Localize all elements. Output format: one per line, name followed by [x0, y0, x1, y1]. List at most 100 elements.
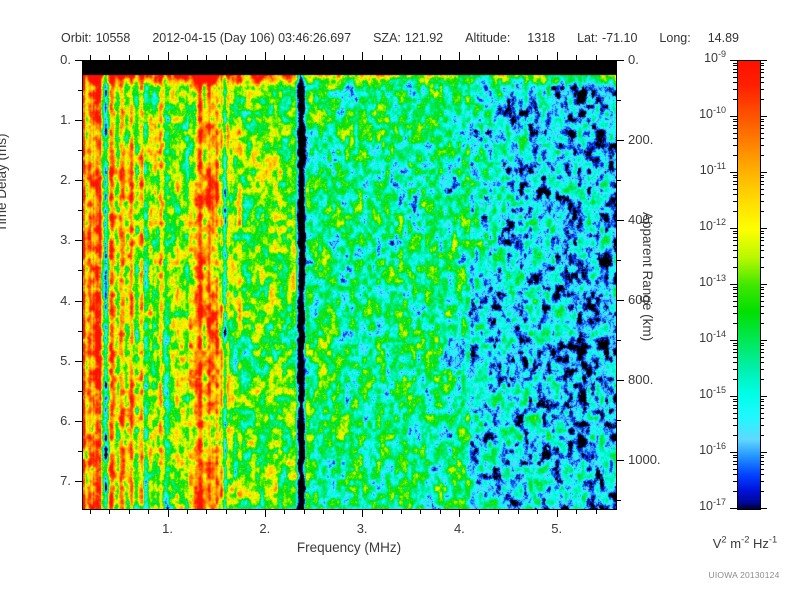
colorbar-tick-mark: [760, 228, 767, 229]
colorbar-tick-mark: [733, 145, 737, 147]
axis-tick-mark: [109, 55, 111, 60]
unit-exp-m: -2: [741, 534, 750, 545]
colorbar-tick-mark: [733, 454, 737, 456]
colorbar-tick-mark: [733, 379, 737, 381]
y-left-tick-label: 1.: [60, 112, 71, 128]
latitude-field: Lat: -71.10: [577, 31, 637, 45]
colorbar-tick-mark: [730, 60, 737, 61]
colorbar-tick-mark: [730, 340, 737, 341]
y-right-tick-label: 800.: [628, 372, 654, 387]
axis-tick-mark: [167, 52, 169, 60]
colorbar-tick-mark: [733, 464, 737, 466]
colorbar-tick-mark: [760, 116, 767, 117]
colorbar-tick-mark: [733, 244, 737, 246]
colorbar-tick-mark: [760, 435, 764, 437]
colorbar-tick-mark: [760, 211, 764, 213]
colorbar-tick-mark: [733, 118, 737, 120]
colorbar-tick-mark: [733, 128, 737, 130]
y-left-tick-label: 2.: [60, 172, 71, 188]
colorbar-tick-mark: [733, 289, 737, 291]
colorbar-tick-mark: [760, 418, 764, 420]
colorbar-tick-mark: [760, 89, 764, 91]
colorbar-exponent: -10: [712, 104, 726, 115]
colorbar-tick-mark: [733, 250, 737, 252]
x-tick-label: 5.: [551, 521, 563, 536]
colorbar-tick-label: 10-14: [0, 329, 726, 345]
x-tick-label: 3.: [356, 521, 368, 536]
colorbar-tick-label: 10-10: [0, 104, 726, 121]
colorbar-tick-mark: [760, 124, 764, 126]
axis-tick-mark: [148, 55, 150, 60]
axis-tick-mark: [616, 60, 624, 61]
colorbar-exponent: -12: [712, 216, 726, 227]
colorbar-tick-label: 10-12: [0, 216, 726, 233]
colorbar-exponent: -16: [712, 440, 726, 451]
y-right-tick-label: 200.: [628, 132, 654, 147]
axis-tick-mark: [75, 480, 82, 482]
colorbar-tick-mark: [760, 379, 764, 381]
longitude-field: Long: 14.89: [659, 31, 739, 45]
colorbar-tick-mark: [733, 177, 737, 179]
axis-tick-mark: [616, 140, 624, 141]
colorbar-tick-mark: [760, 145, 764, 147]
colorbar-tick-mark: [760, 118, 764, 120]
colorbar-tick-mark: [760, 356, 764, 358]
colorbar-tick-mark: [733, 292, 737, 294]
colorbar-tick-mark: [733, 174, 737, 176]
spectrogram-plot-area: [82, 60, 617, 510]
colorbar-tick-mark: [760, 128, 764, 130]
colorbar-tick-mark: [733, 184, 737, 186]
x-tick-label: 2.: [259, 521, 271, 536]
colorbar-tick-mark: [760, 412, 764, 414]
y-right-tick-label: 0.: [628, 52, 639, 67]
colorbar-tick-mark: [760, 233, 764, 235]
axis-tick-mark: [75, 420, 82, 422]
axis-tick-mark: [478, 509, 480, 514]
unit-exp-v: 2: [721, 534, 727, 545]
axis-tick-mark: [401, 509, 403, 514]
colorbar-tick-mark: [733, 230, 737, 232]
colorbar-tick-mark: [733, 121, 737, 123]
colorbar-tick-label: 10-9: [0, 49, 726, 65]
colorbar-tick-mark: [760, 188, 764, 190]
axis-tick-mark: [225, 55, 227, 60]
colorbar-tick-mark: [733, 401, 737, 403]
axis-tick-mark: [75, 120, 82, 122]
colorbar-tick-mark: [733, 296, 737, 298]
unit-exp-hz: -1: [768, 534, 778, 545]
unit-base-hz: Hz: [753, 536, 769, 551]
colorbar-tick-mark: [760, 72, 764, 74]
axis-tick-mark: [556, 52, 558, 60]
axis-tick-mark: [245, 55, 247, 60]
x-tick-label: 4.: [453, 521, 465, 536]
y-left-tick-label: 4.: [60, 292, 71, 308]
axis-tick-mark: [128, 509, 130, 514]
axis-tick-mark: [284, 509, 286, 514]
colorbar-tick-mark: [733, 323, 737, 325]
axis-tick-mark: [206, 509, 208, 514]
colorbar-tick-mark: [760, 398, 764, 400]
colorbar-mantissa: 10: [699, 275, 713, 289]
axis-tick-mark: [303, 509, 305, 514]
colorbar-tick-mark: [733, 257, 737, 259]
colorbar-tick-mark: [733, 412, 737, 414]
colorbar-tick-mark: [730, 284, 737, 285]
y-axis-left-title: Time Delay (ms): [0, 133, 9, 232]
colorbar-tick-mark: [733, 408, 737, 410]
colorbar-tick-mark: [733, 82, 737, 84]
datetime-value: 2012-04-15 (Day 106) 03:46:26.697: [152, 31, 352, 45]
colorbar-tick-mark: [733, 481, 737, 483]
colorbar-exponent: -17: [712, 496, 726, 507]
axis-tick-mark: [78, 390, 82, 392]
colorbar-tick-mark: [760, 468, 764, 470]
colorbar-exponent: -13: [712, 272, 726, 283]
colorbar-tick-label: 10-17: [0, 496, 726, 513]
axis-tick-mark: [148, 509, 150, 514]
colorbar-tick-mark: [760, 401, 764, 403]
colorbar-tick-mark: [760, 230, 764, 232]
axis-tick-mark: [303, 55, 305, 60]
colorbar-tick-mark: [760, 345, 764, 347]
colorbar-tick-mark: [760, 296, 764, 298]
colorbar-tick-mark: [760, 250, 764, 252]
colorbar-tick-mark: [760, 286, 764, 288]
